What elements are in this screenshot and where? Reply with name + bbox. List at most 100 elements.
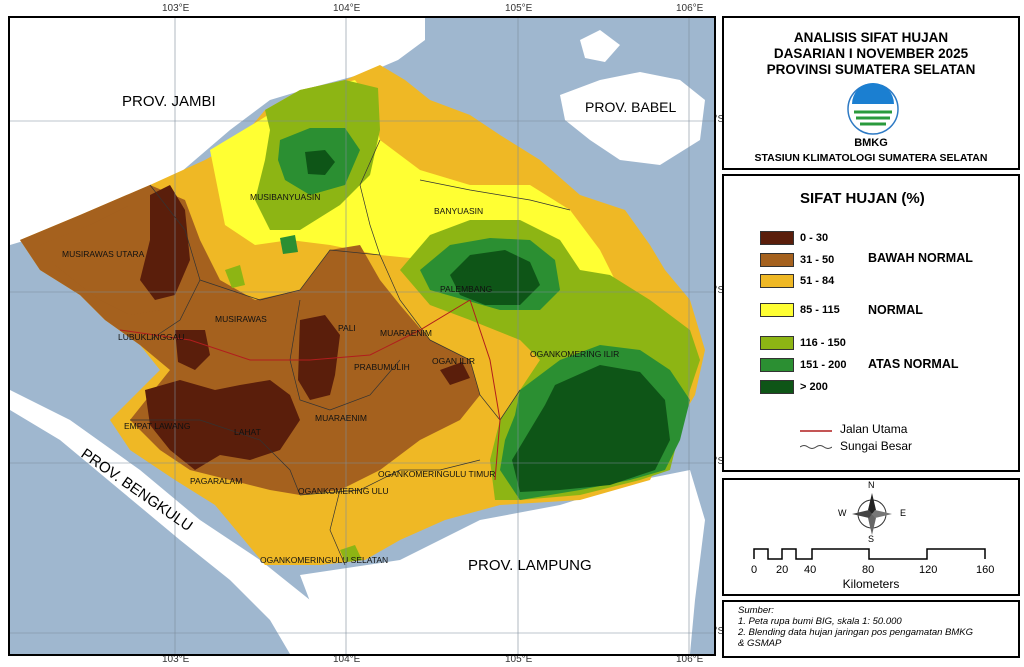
compass-e: E bbox=[900, 508, 907, 518]
label-palembang: PALEMBANG bbox=[440, 284, 492, 294]
land-jambi bbox=[10, 18, 425, 245]
bmkg-logo bbox=[846, 82, 900, 136]
compass-n: N bbox=[868, 480, 875, 490]
class-0-30-lubuklinggau bbox=[175, 330, 210, 370]
legend-range-51-84: 51 - 84 bbox=[800, 275, 835, 287]
legend-category-below-normal: BAWAH NORMAL bbox=[868, 251, 973, 265]
sea-indian-ocean bbox=[10, 410, 290, 654]
label-ogankomering-ilir: OGANKOMERING ILIR bbox=[530, 349, 619, 359]
label-lubuklinggau: LUBUKLINGGAU bbox=[118, 332, 185, 342]
scale-label-80: 80 bbox=[862, 564, 875, 576]
lon-label-103-bottom: 103°E bbox=[162, 654, 190, 665]
main-roads bbox=[119, 299, 501, 481]
legend-swatch-51-84 bbox=[760, 274, 794, 288]
lon-label-105-bottom: 105°E bbox=[505, 654, 533, 665]
lon-label-104-bottom: 104°E bbox=[333, 654, 361, 665]
map-frame[interactable]: PROV. JAMBI PROV. BABEL PROV. BENGKULU P… bbox=[8, 16, 716, 656]
map-title-line1: ANALISIS SIFAT HUJAN bbox=[793, 30, 949, 45]
label-prov-jambi: PROV. JAMBI bbox=[122, 93, 216, 110]
rainfall-map: PROV. JAMBI PROV. BABEL PROV. BENGKULU P… bbox=[10, 18, 714, 654]
source-line2: 2. Blending data hujan jaringan pos peng… bbox=[738, 627, 974, 638]
lon-label-103-top: 103°E bbox=[162, 3, 190, 14]
bmkg-logo-icon bbox=[847, 83, 899, 135]
label-musirawas-utara: MUSIRAWAS UTARA bbox=[62, 249, 145, 259]
class-0-30-ogan-ilir bbox=[440, 362, 470, 385]
label-pagaralam: PAGARALAM bbox=[190, 476, 242, 486]
legend-range-116-150: 116 - 150 bbox=[800, 337, 846, 349]
label-pali: PALI bbox=[338, 323, 356, 333]
class-over-200-palembang bbox=[450, 250, 540, 305]
legend-swatch-31-50 bbox=[760, 253, 794, 267]
lat-label-5: 5°S bbox=[708, 626, 725, 637]
class-116-150-spot-south bbox=[340, 545, 362, 562]
source-line1: 1. Peta rupa bumi BIG, skala 1: 50.000 bbox=[738, 616, 902, 627]
road-line-icon bbox=[800, 430, 832, 432]
compass-w: W bbox=[838, 508, 847, 518]
label-musibanyuasin: MUSIBANYUASIN bbox=[250, 192, 320, 202]
legend-range-31-50: 31 - 50 bbox=[800, 254, 835, 266]
class-116-150-spot-west bbox=[225, 265, 245, 288]
legend-category-normal: NORMAL bbox=[868, 303, 923, 317]
station-name: STASIUN KLIMATOLOGI SUMATERA SELATAN bbox=[754, 152, 988, 164]
legend-category-above-normal: ATAS NORMAL bbox=[868, 357, 959, 371]
class-over-200-north bbox=[305, 150, 335, 175]
lon-label-105-top: 105°E bbox=[505, 3, 533, 14]
legend-swatch-85-115 bbox=[760, 303, 794, 317]
class-0-30-lahat bbox=[145, 380, 300, 470]
graticule bbox=[10, 18, 714, 654]
label-muaraenim: MUARAENIM bbox=[315, 413, 367, 423]
label-prabumulih: PRABUMULIH bbox=[354, 362, 410, 372]
land-bangka bbox=[560, 72, 705, 165]
legend-swatch-116-150 bbox=[760, 336, 794, 350]
legend-swatch-over-200 bbox=[760, 380, 794, 394]
scale-unit: Kilometers bbox=[842, 577, 900, 591]
legend-range-0-30: 0 - 30 bbox=[800, 232, 829, 244]
legend-range-151-200: 151 - 200 bbox=[800, 359, 847, 371]
scale-label-160: 160 bbox=[976, 564, 995, 576]
label-musirawas: MUSIRAWAS bbox=[215, 314, 267, 324]
scale-label-20: 20 bbox=[776, 564, 789, 576]
title-panel: ANALISIS SIFAT HUJAN DASARIAN I NOVEMBER… bbox=[722, 16, 1020, 170]
class-over-200-oki bbox=[512, 365, 670, 492]
map-title-line2: DASARIAN I NOVEMBER 2025 bbox=[773, 46, 969, 61]
scale-bar bbox=[753, 548, 986, 560]
agency-name: BMKG bbox=[854, 137, 888, 149]
land-lampung bbox=[300, 470, 705, 654]
legend-range-85-115: 85 - 115 bbox=[800, 304, 840, 316]
label-lahat: LAHAT bbox=[234, 427, 261, 437]
label-empat-lawang: EMPAT LAWANG bbox=[124, 421, 190, 431]
label-oku-selatan: OGANKOMERINGULU SELATAN bbox=[260, 555, 388, 565]
class-0-30-pali bbox=[298, 315, 340, 400]
scale-label-40: 40 bbox=[804, 564, 817, 576]
map-title-line3: PROVINSI SUMATERA SELATAN bbox=[766, 62, 976, 77]
scale-label-0: 0 bbox=[751, 564, 758, 576]
source-heading: Sumber: bbox=[738, 605, 774, 616]
land-bangka-north bbox=[580, 30, 620, 62]
legend-title: SIFAT HUJAN (%) bbox=[800, 190, 925, 207]
compass-s: S bbox=[868, 534, 875, 544]
district-boundaries bbox=[130, 139, 571, 566]
label-ogan-ilir: OGAN ILIR bbox=[432, 356, 475, 366]
label-oku: OGANKOMERING ULU bbox=[298, 486, 389, 496]
lon-label-106-top: 106°E bbox=[676, 3, 704, 14]
lat-label-4: 4°S bbox=[708, 456, 725, 467]
lat-label-3: 3°S bbox=[708, 285, 725, 296]
source-line3: & GSMAP bbox=[738, 638, 782, 649]
scale-panel: N S W E 0 20 40 80 120 160 Kilometers bbox=[722, 478, 1020, 596]
river-line-icon bbox=[800, 445, 832, 449]
legend-swatch-151-200 bbox=[760, 358, 794, 372]
legend-panel: SIFAT HUJAN (%) 0 - 30 31 - 50 51 - 84 B… bbox=[722, 174, 1020, 472]
legend-swatch-0-30 bbox=[760, 231, 794, 245]
label-muaraenim-north: MUARAENIM bbox=[380, 328, 432, 338]
class-151-200-spot bbox=[280, 235, 298, 254]
label-prov-babel: PROV. BABEL bbox=[585, 99, 677, 115]
label-oku-timur: OGANKOMERINGULU TIMUR bbox=[378, 469, 495, 479]
source-panel: Sumber: 1. Peta rupa bumi BIG, skala 1: … bbox=[722, 600, 1020, 658]
label-banyuasin: BANYUASIN bbox=[434, 206, 483, 216]
legend-range-over-200: > 200 bbox=[800, 381, 828, 393]
lon-label-104-top: 104°E bbox=[333, 3, 361, 14]
label-prov-lampung: PROV. LAMPUNG bbox=[468, 557, 592, 574]
lon-label-106-bottom: 106°E bbox=[676, 654, 704, 665]
north-arrow-icon bbox=[852, 493, 892, 535]
class-0-30-northwest bbox=[140, 185, 190, 300]
